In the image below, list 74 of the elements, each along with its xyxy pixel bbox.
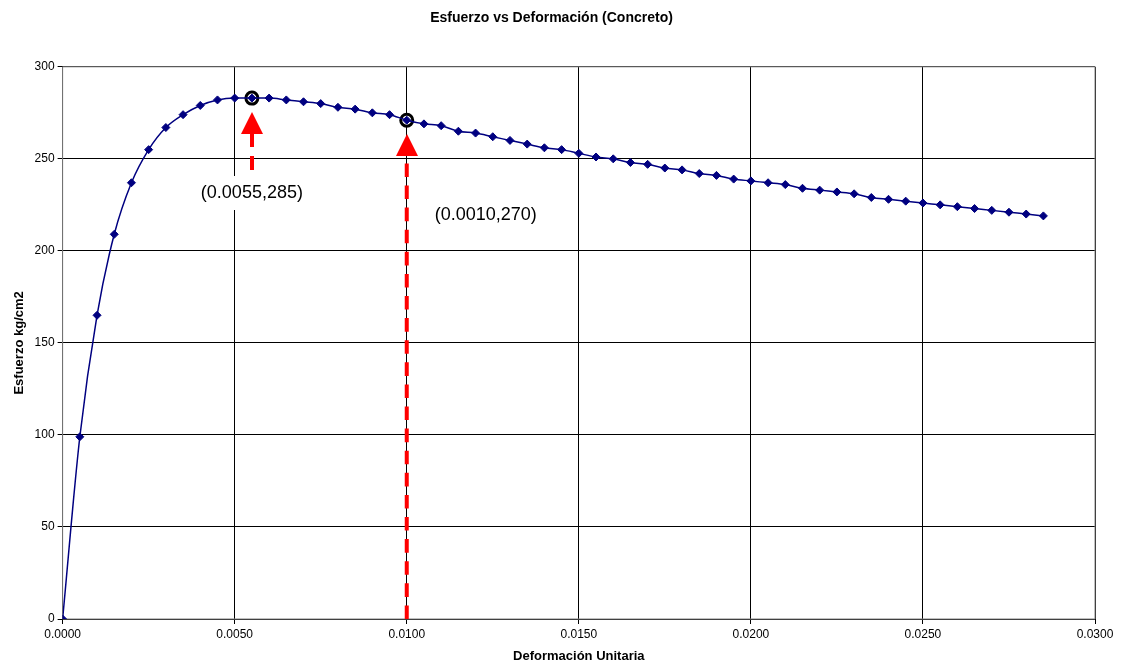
point — [643, 159, 653, 169]
point — [178, 110, 188, 120]
point — [866, 192, 876, 202]
point — [987, 205, 997, 215]
x-tick-label: 0.0200 — [732, 626, 770, 641]
annotation: (0.0010,270) — [434, 204, 537, 225]
point — [539, 143, 549, 153]
point — [797, 183, 807, 193]
point — [729, 174, 739, 184]
x-tick-label: 0.0100 — [388, 626, 426, 641]
x-tick-label: 0.0150 — [560, 626, 598, 641]
point — [281, 95, 291, 105]
point — [75, 432, 85, 442]
y-tick-label: 50 — [41, 519, 55, 534]
y-tick-label: 150 — [34, 335, 55, 350]
x-tick-label: 0.0300 — [1076, 626, 1114, 641]
point — [92, 310, 102, 320]
point — [746, 176, 756, 186]
point — [677, 165, 687, 175]
point — [316, 99, 326, 109]
point — [350, 104, 360, 114]
point — [419, 119, 429, 129]
point — [780, 180, 790, 190]
point — [711, 170, 721, 180]
point — [1004, 207, 1014, 217]
point — [832, 187, 842, 197]
point — [230, 93, 240, 103]
y-tick-label: 300 — [34, 59, 55, 74]
point — [144, 145, 154, 155]
point — [918, 198, 928, 208]
annotation: (0.0055,285) — [200, 182, 303, 203]
point — [694, 169, 704, 179]
point — [557, 145, 567, 155]
point — [815, 185, 825, 195]
point — [505, 135, 515, 145]
x-axis-title: Deformación Unitaria — [513, 647, 646, 663]
point — [935, 200, 945, 210]
point — [212, 95, 222, 105]
point — [471, 128, 481, 138]
point — [126, 178, 136, 188]
y-axis-title: Esfuerzo kg/cm2 — [11, 291, 27, 395]
point — [385, 110, 395, 120]
y-tick-label: 250 — [34, 151, 55, 166]
point — [522, 139, 532, 149]
point — [884, 194, 894, 204]
point — [1038, 211, 1048, 221]
point — [161, 123, 171, 133]
point — [299, 97, 309, 107]
point — [195, 100, 205, 110]
y-tick-label: 200 — [34, 243, 55, 258]
chart-title: Esfuerzo vs Deformación (Concreto) — [430, 9, 673, 26]
point — [367, 108, 377, 118]
point — [608, 154, 618, 164]
x-tick-label: 0.0050 — [216, 626, 254, 641]
point — [488, 132, 498, 142]
point — [849, 189, 859, 199]
point — [1021, 209, 1031, 219]
point — [901, 196, 911, 206]
point — [970, 204, 980, 214]
x-tick-label: 0.0000 — [44, 626, 82, 641]
point — [952, 202, 962, 212]
x-tick-label: 0.0250 — [904, 626, 942, 641]
point — [763, 178, 773, 188]
point — [574, 148, 584, 158]
point — [591, 152, 601, 162]
point — [625, 158, 635, 168]
y-tick-label: 0 — [47, 611, 55, 626]
point — [109, 229, 119, 239]
point — [333, 102, 343, 112]
point — [264, 93, 274, 103]
y-tick-label: 100 — [34, 427, 55, 442]
point — [660, 163, 670, 173]
point — [436, 121, 446, 131]
point — [453, 126, 463, 136]
